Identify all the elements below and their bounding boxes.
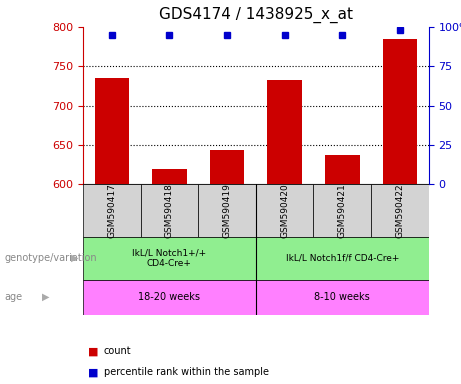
Bar (267, 79, 302, 184)
Bar (371, 184, 429, 237)
Text: ■: ■ (88, 367, 98, 377)
Text: percentile rank within the sample: percentile rank within the sample (104, 367, 269, 377)
Bar (152, 169, 187, 184)
Bar (313, 184, 371, 237)
Bar (383, 39, 417, 184)
Text: 8-10 weeks: 8-10 weeks (314, 292, 370, 302)
Text: genotype/variation: genotype/variation (5, 253, 97, 263)
Text: GSM590421: GSM590421 (338, 183, 347, 238)
Bar (83, 280, 256, 315)
Bar (83, 184, 141, 237)
Bar (141, 184, 198, 237)
Text: GSM590420: GSM590420 (280, 183, 289, 238)
Bar (256, 280, 429, 315)
Text: GSM590417: GSM590417 (107, 183, 116, 238)
Text: IkL/L Notch1+/+
CD4-Cre+: IkL/L Notch1+/+ CD4-Cre+ (132, 248, 207, 268)
Bar (325, 155, 360, 184)
Bar (198, 184, 256, 237)
Bar (83, 237, 256, 280)
Title: GDS4174 / 1438925_x_at: GDS4174 / 1438925_x_at (159, 7, 353, 23)
Text: 18-20 weeks: 18-20 weeks (138, 292, 201, 302)
Bar (210, 151, 244, 184)
Text: GSM590419: GSM590419 (223, 183, 231, 238)
Text: IkL/L Notch1f/f CD4-Cre+: IkL/L Notch1f/f CD4-Cre+ (286, 253, 399, 263)
Bar (256, 184, 313, 237)
Text: age: age (5, 292, 23, 302)
Text: GSM590418: GSM590418 (165, 183, 174, 238)
Text: GSM590422: GSM590422 (396, 183, 404, 238)
Text: ▶: ▶ (41, 292, 49, 302)
Text: ■: ■ (88, 346, 98, 356)
Bar (256, 237, 429, 280)
Bar (95, 78, 129, 184)
Text: count: count (104, 346, 131, 356)
Text: ▶: ▶ (71, 253, 79, 263)
